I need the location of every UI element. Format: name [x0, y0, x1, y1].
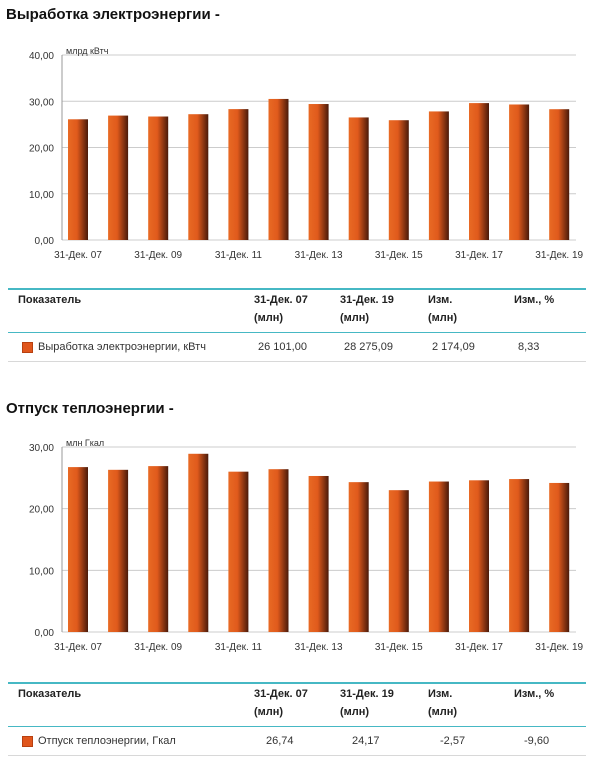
- y-tick-label: 40,00: [29, 51, 54, 62]
- heat-summary-table: Показатель 31-Дек. 07 (млн) 31-Дек. 19 (…: [8, 682, 586, 756]
- header-indicator: Показатель: [18, 688, 82, 700]
- bar: [428, 111, 449, 240]
- bar: [348, 117, 369, 240]
- x-tick-label: 31-Дек. 15: [375, 642, 423, 653]
- header-change-pct: Изм., %: [514, 294, 555, 306]
- header-end-date: 31-Дек. 19: [340, 294, 394, 306]
- table-row: Отпуск теплоэнергии, Гкал 26,74 24,17 -2…: [8, 727, 586, 756]
- x-tick-label: 31-Дек. 13: [295, 250, 343, 261]
- bar: [68, 119, 88, 240]
- header-change-unit: (млн): [428, 706, 458, 718]
- x-tick-label: 31-Дек. 07: [54, 642, 102, 653]
- y-tick-label: 10,00: [29, 566, 54, 577]
- x-tick-label: 31-Дек. 11: [215, 250, 263, 261]
- bar: [108, 469, 129, 632]
- header-end-unit: (млн): [340, 706, 370, 718]
- x-tick-label: 31-Дек. 19: [535, 642, 583, 653]
- header-change-pct: Изм., %: [514, 688, 555, 700]
- bar: [308, 475, 329, 632]
- bar: [469, 103, 489, 240]
- bar: [549, 482, 570, 632]
- series-swatch: [22, 736, 33, 747]
- electricity-summary-table: Показатель 31-Дек. 07 (млн) 31-Дек. 19 (…: [8, 288, 586, 362]
- y-tick-label: 0,00: [35, 236, 55, 247]
- bar: [388, 490, 409, 632]
- electricity-bar-chart: 0,00 10,00 20,00 30,00 40,00 млрд кВтч 31-Дек.…: [29, 46, 584, 261]
- bar: [188, 114, 209, 240]
- y-tick-label: 0,00: [35, 628, 55, 639]
- table-header: Показатель 31-Дек. 07 (млн) 31-Дек. 19 (…: [8, 288, 586, 333]
- x-tick-label: 31-Дек. 15: [375, 250, 423, 261]
- bar: [469, 480, 489, 632]
- bar: [268, 469, 289, 632]
- bar: [428, 481, 449, 632]
- header-end-unit: (млн): [340, 312, 370, 324]
- series-swatch: [22, 342, 33, 353]
- bar: [308, 104, 329, 241]
- chart-title-heat: Отпуск теплоэнергии -: [6, 400, 174, 417]
- bar: [188, 453, 209, 632]
- unit-label: млрд кВтч: [66, 46, 109, 56]
- y-tick-label: 30,00: [29, 97, 54, 108]
- header-end-date: 31-Дек. 19: [340, 688, 394, 700]
- bar: [148, 466, 169, 632]
- row-change-pct: -9,60: [524, 735, 550, 747]
- bar: [509, 104, 530, 240]
- table-row: Выработка электроэнергии, кВтч 26 101,00…: [8, 333, 586, 362]
- x-tick-label: 31-Дек. 07: [54, 250, 102, 261]
- header-start-date: 31-Дек. 07: [254, 294, 308, 306]
- row-label: Выработка электроэнергии, кВтч: [38, 341, 206, 353]
- row-end-value: 28 275,09: [344, 341, 393, 353]
- bar: [148, 116, 169, 240]
- bar: [549, 109, 570, 240]
- bar: [108, 115, 129, 240]
- bar: [68, 467, 88, 632]
- chart-title-electricity: Выработка электроэнергии -: [6, 6, 220, 23]
- x-tick-label: 31-Дек. 17: [455, 642, 503, 653]
- x-tick-label: 31-Дек. 19: [535, 250, 583, 261]
- bar: [388, 120, 409, 240]
- bar: [509, 479, 530, 632]
- unit-label: млн Гкал: [66, 438, 104, 448]
- heat-bar-chart: 0,00 10,00 20,00 30,00 млн Гкал 31-Дек. 07 31-…: [29, 438, 584, 653]
- row-start-value: 26 101,00: [258, 341, 307, 353]
- row-change: -2,57: [440, 735, 466, 747]
- y-tick-label: 20,00: [29, 505, 54, 516]
- x-tick-label: 31-Дек. 11: [215, 642, 263, 653]
- header-indicator: Показатель: [18, 294, 82, 306]
- header-start-unit: (млн): [254, 312, 284, 324]
- header-change: Изм.: [428, 688, 453, 700]
- y-tick-label: 10,00: [29, 190, 54, 201]
- row-change-pct: 8,33: [518, 341, 540, 353]
- table-header: Показатель 31-Дек. 07 (млн) 31-Дек. 19 (…: [8, 682, 586, 727]
- header-change: Изм.: [428, 294, 453, 306]
- row-label: Отпуск теплоэнергии, Гкал: [38, 735, 176, 747]
- row-end-value: 24,17: [352, 735, 380, 747]
- row-change: 2 174,09: [432, 341, 475, 353]
- bar: [268, 98, 289, 240]
- header-start-date: 31-Дек. 07: [254, 688, 308, 700]
- x-tick-label: 31-Дек. 09: [134, 250, 182, 261]
- header-start-unit: (млн): [254, 706, 284, 718]
- x-tick-label: 31-Дек. 17: [455, 250, 503, 261]
- row-start-value: 26,74: [266, 735, 294, 747]
- y-tick-label: 30,00: [29, 443, 54, 454]
- x-tick-label: 31-Дек. 13: [295, 642, 343, 653]
- header-change-unit: (млн): [428, 312, 458, 324]
- y-tick-label: 20,00: [29, 144, 54, 155]
- bar: [228, 471, 249, 632]
- bar: [228, 109, 249, 240]
- x-tick-label: 31-Дек. 09: [134, 642, 182, 653]
- bar: [348, 482, 369, 632]
